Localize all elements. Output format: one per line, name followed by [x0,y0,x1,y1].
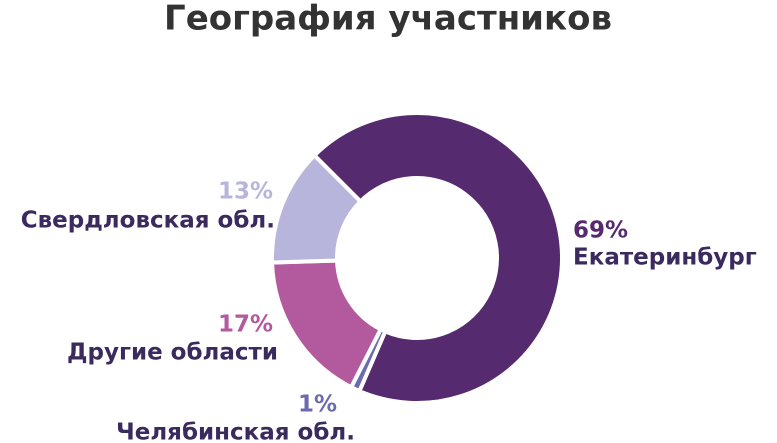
value-label: 17% [218,312,273,338]
chart-title: География участников [164,0,612,39]
value-label: 69% [573,218,628,244]
slice [311,111,564,405]
category-label: Свердловская обл. [21,208,275,234]
value-label: 1% [298,392,337,418]
category-label: Челябинская обл. [116,420,355,443]
slice [270,152,364,265]
category-label: Другие области [67,340,278,366]
value-label: 13% [218,179,273,205]
category-label: Екатеринбург [573,245,757,271]
